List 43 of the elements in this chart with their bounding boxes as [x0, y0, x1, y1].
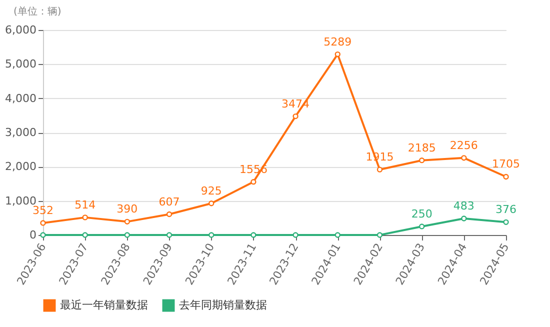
point — [250, 179, 256, 185]
y-tick-label: 6,000 — [5, 24, 36, 36]
point — [376, 232, 383, 238]
point — [82, 232, 88, 238]
y-tick-label: 5,000 — [5, 58, 36, 71]
data-label: 2256 — [450, 138, 478, 152]
point — [124, 232, 130, 238]
data-label: 607 — [158, 195, 180, 208]
y-axis-title: (单位：辆) — [14, 6, 62, 18]
y-tick-label: 2,000 — [5, 160, 36, 174]
data-label: 925 — [200, 184, 222, 198]
data-label: 390 — [116, 202, 138, 216]
point — [503, 174, 509, 180]
point — [503, 219, 509, 225]
point — [40, 220, 46, 226]
y-tick-label: 4,000 — [5, 92, 36, 105]
y-tick-label: 3,000 — [5, 126, 36, 139]
data-label: 1705 — [492, 158, 520, 171]
point — [208, 200, 214, 206]
point — [82, 214, 88, 220]
data-label: 250 — [411, 207, 432, 220]
point — [418, 158, 425, 164]
data-label: 5289 — [324, 35, 352, 48]
data-label: 483 — [453, 199, 474, 212]
y-tick-label: 0 — [30, 228, 36, 242]
data-label: 2185 — [408, 141, 436, 154]
legend-label: 最近一年销量数据 — [60, 298, 148, 312]
point — [208, 232, 214, 238]
point — [376, 166, 383, 172]
point — [461, 216, 467, 222]
point — [124, 218, 130, 225]
point — [292, 113, 298, 120]
point — [166, 211, 172, 218]
point — [334, 51, 340, 58]
point — [461, 155, 467, 161]
point — [334, 232, 340, 238]
point — [250, 232, 256, 238]
data-label: 376 — [496, 203, 516, 216]
point — [418, 224, 425, 230]
point — [166, 232, 172, 238]
point — [292, 232, 298, 238]
legend-label: 去年同期销量数据 — [179, 298, 267, 312]
data-label: 514 — [74, 198, 96, 212]
